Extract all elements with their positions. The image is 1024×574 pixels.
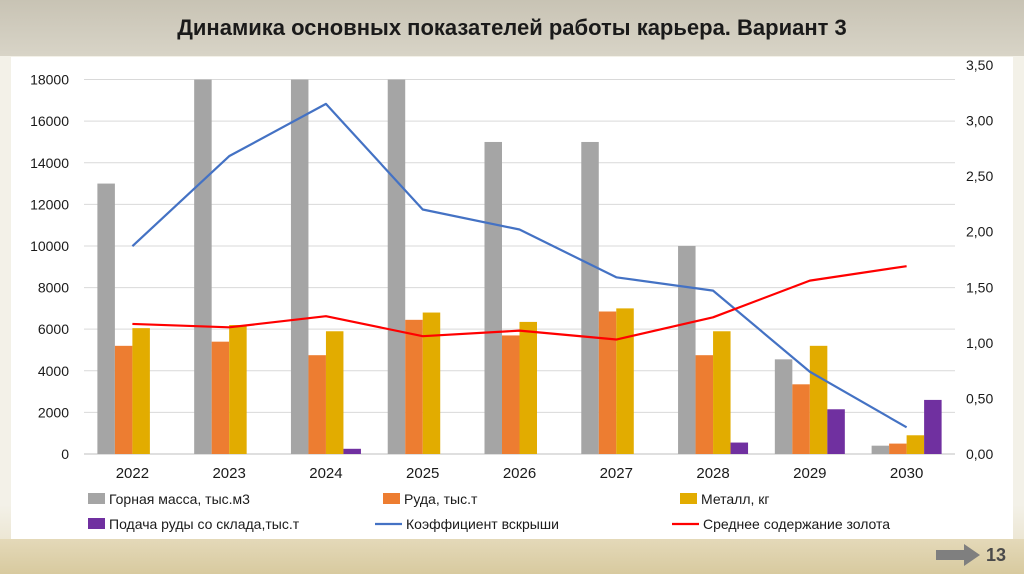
- bar: [387, 79, 406, 454]
- series-line: [131, 102, 908, 429]
- bar: [924, 399, 942, 454]
- y-right-tick-label: 2,50: [966, 168, 993, 184]
- slide-title: Динамика основных показателей работы кар…: [177, 15, 847, 40]
- page-number: 13: [985, 544, 1006, 565]
- y-right-tick-label: 3,50: [966, 57, 993, 73]
- y-left-tick-label: 10000: [30, 238, 69, 254]
- y-left-tick-label: 18000: [30, 72, 69, 88]
- x-tick-label: 2029: [793, 465, 826, 482]
- bar: [889, 443, 907, 454]
- bar: [502, 335, 520, 454]
- x-tick-label: 2026: [503, 465, 536, 482]
- y-left-tick-label: 16000: [30, 113, 69, 129]
- bar: [695, 355, 714, 454]
- legend-label: Горная масса, тыс.м3: [109, 491, 250, 507]
- bar: [194, 79, 212, 454]
- legend-swatch: [88, 493, 105, 504]
- bar: [343, 448, 361, 454]
- bar: [774, 359, 793, 454]
- legend-label: Подача руды со склада,тыс.т: [109, 516, 300, 532]
- bar: [422, 312, 441, 454]
- bar: [792, 384, 810, 454]
- page-number-area: 13: [935, 544, 1006, 566]
- y-right-tick-label: 0,00: [966, 446, 993, 462]
- bar: [290, 79, 309, 454]
- bar: [809, 345, 828, 454]
- right-arrow-icon[interactable]: [935, 544, 980, 566]
- bar: [827, 409, 845, 454]
- bar: [97, 183, 115, 454]
- bar: [132, 328, 150, 454]
- bar: [114, 345, 133, 454]
- x-tick-label: 2030: [890, 465, 923, 482]
- y-left-tick-label: 6000: [38, 321, 69, 337]
- x-tick-label: 2027: [600, 465, 633, 482]
- bar: [229, 325, 247, 454]
- footer-strip: [0, 539, 1024, 574]
- bar: [519, 321, 537, 454]
- series-line: [132, 265, 907, 341]
- bar: [581, 141, 599, 455]
- x-tick-label: 2028: [696, 465, 729, 482]
- chart-panel: 0 2000 4000 6000 8000 10000 12000 14000 16000 180…: [11, 57, 1013, 539]
- bar: [871, 445, 890, 454]
- y-right-tick-label: 3,00: [966, 113, 993, 129]
- bar: [211, 341, 230, 454]
- y-left-tick-label: 4000: [38, 363, 69, 379]
- legend-swatch: [383, 493, 400, 504]
- legend-label: Коэффициент вскрыши: [406, 516, 559, 532]
- x-tick-label: 2023: [212, 465, 245, 482]
- x-tick-label: 2024: [309, 465, 342, 482]
- legend-swatch: [680, 493, 697, 504]
- bar: [616, 308, 634, 454]
- bar: [713, 331, 731, 454]
- y-right-tick-label: 2,00: [966, 224, 993, 240]
- bar: [678, 245, 696, 454]
- y-left-tick-label: 12000: [30, 196, 69, 212]
- x-tick-label: 2025: [406, 465, 439, 482]
- bar: [598, 311, 617, 454]
- y-right-tick-label: 1,00: [966, 335, 993, 351]
- bar: [405, 319, 423, 454]
- y-left-tick-label: 14000: [30, 155, 69, 171]
- bar: [484, 141, 502, 455]
- y-left-tick-label: 0: [61, 446, 69, 462]
- y-left-tick-label: 8000: [38, 280, 69, 296]
- bar: [906, 435, 925, 454]
- y-right-tick-label: 1,50: [966, 279, 993, 295]
- title-bar: Динамика основных показателей работы кар…: [0, 0, 1024, 56]
- legend-label: Металл, кг: [701, 491, 770, 507]
- bar: [730, 442, 749, 454]
- y-right-tick-label: 0,50: [966, 390, 993, 406]
- legend-label: Среднее содержание золота: [703, 516, 890, 532]
- combo-chart: 0 2000 4000 6000 8000 10000 12000 14000 16000 180…: [30, 57, 993, 532]
- legend-swatch: [88, 518, 105, 529]
- bar: [325, 331, 344, 454]
- y-left-tick-label: 2000: [38, 404, 69, 420]
- bar: [308, 355, 326, 454]
- legend-label: Руда, тыс.т: [404, 491, 478, 507]
- x-tick-label: 2022: [116, 465, 149, 482]
